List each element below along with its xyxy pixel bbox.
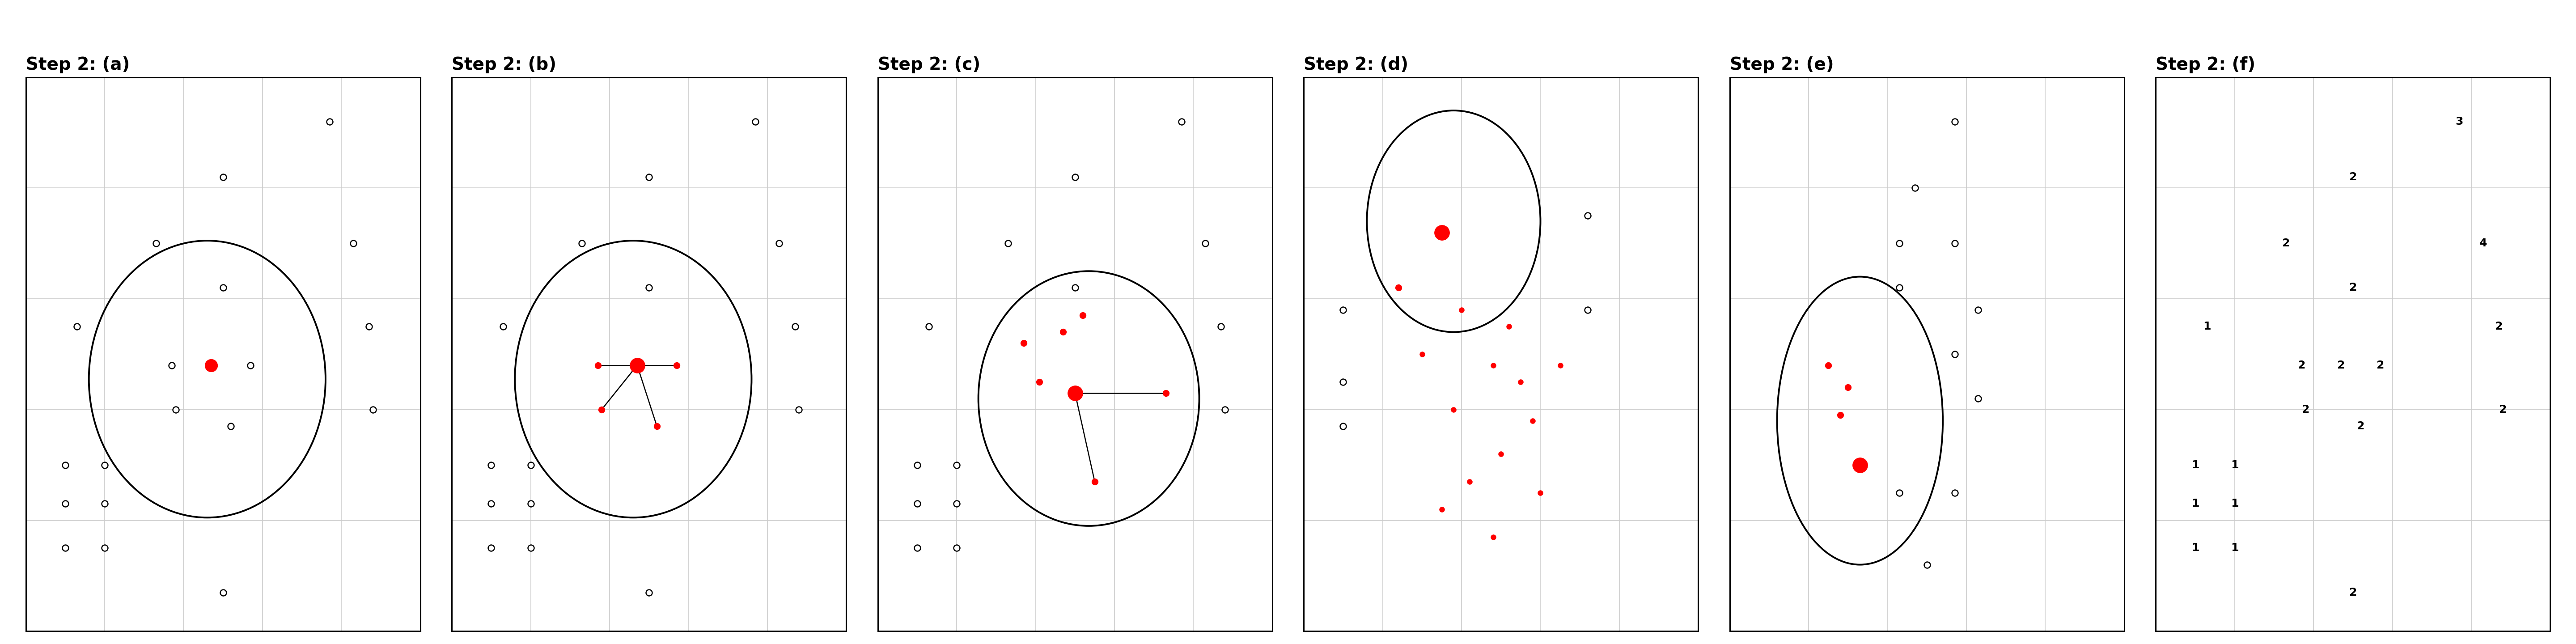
Text: 1: 1 [2231, 543, 2239, 553]
Text: 3: 3 [2455, 116, 2463, 127]
Text: 2: 2 [2496, 321, 2504, 332]
Text: 2: 2 [2349, 282, 2357, 293]
Text: 2: 2 [2499, 404, 2506, 415]
Text: 1: 1 [2192, 498, 2200, 509]
Text: Step 2: (a): Step 2: (a) [26, 57, 129, 73]
Text: 2: 2 [2298, 360, 2306, 371]
Text: 4: 4 [2478, 238, 2486, 249]
Text: Step 2: (e): Step 2: (e) [1728, 57, 1834, 73]
Text: 2: 2 [2349, 587, 2357, 598]
Text: 2: 2 [2282, 238, 2290, 249]
Text: Step 2: (b): Step 2: (b) [451, 57, 556, 73]
Text: 2: 2 [2349, 171, 2357, 182]
Text: Step 2: (c): Step 2: (c) [878, 57, 981, 73]
Text: 2: 2 [2336, 360, 2344, 371]
Text: 2: 2 [2378, 360, 2385, 371]
Text: 1: 1 [2202, 321, 2210, 332]
Text: 2: 2 [2357, 421, 2365, 431]
Text: Step 2: (f): Step 2: (f) [2156, 57, 2257, 73]
Text: Step 2: (d): Step 2: (d) [1303, 57, 1409, 73]
Text: 1: 1 [2192, 543, 2200, 553]
Text: 1: 1 [2192, 460, 2200, 470]
Text: 2: 2 [2303, 404, 2311, 415]
Text: 1: 1 [2231, 460, 2239, 470]
Text: 1: 1 [2231, 498, 2239, 509]
